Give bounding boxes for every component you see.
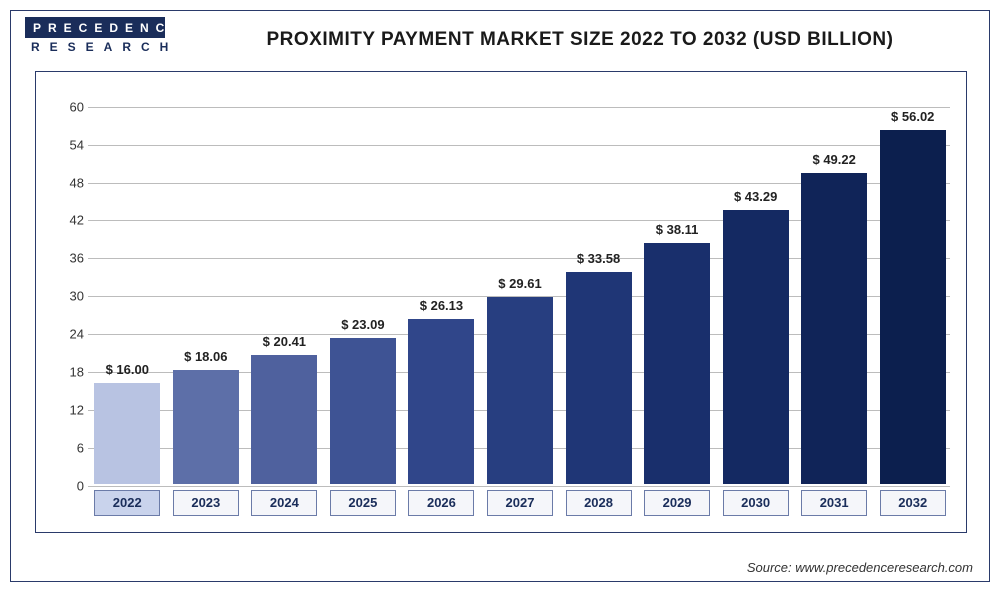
x-tick: 2029 bbox=[644, 490, 710, 516]
bar-slot: $ 33.58 bbox=[559, 94, 638, 484]
chart-frame: 0 6 12 18 24 30 36 42 48 54 60 $ 16.00 $ 18.06 $ 20.… bbox=[35, 71, 967, 533]
bar-value-label: $ 20.41 bbox=[263, 334, 306, 349]
y-tick-label: 18 bbox=[40, 365, 84, 380]
bar-value-label: $ 33.58 bbox=[577, 251, 620, 266]
x-tick: 2023 bbox=[173, 490, 239, 516]
y-tick-label: 42 bbox=[40, 213, 84, 228]
brand-logo: PRECEDENCE RESEARCH bbox=[25, 17, 165, 54]
bar-slot: $ 23.09 bbox=[324, 94, 403, 484]
y-tick-label: 54 bbox=[40, 137, 84, 152]
bar bbox=[487, 297, 553, 484]
bar-value-label: $ 16.00 bbox=[106, 362, 149, 377]
bar-value-label: $ 23.09 bbox=[341, 317, 384, 332]
bar bbox=[644, 243, 710, 484]
bar-value-label: $ 43.29 bbox=[734, 189, 777, 204]
bar bbox=[251, 355, 317, 484]
bar bbox=[566, 272, 632, 484]
bar-value-label: $ 29.61 bbox=[498, 276, 541, 291]
bar-slot: $ 56.02 bbox=[873, 94, 952, 484]
x-axis: 2022 2023 2024 2025 2026 2027 2028 2029 2030 2031… bbox=[88, 490, 950, 520]
bar bbox=[880, 130, 946, 484]
y-tick-label: 60 bbox=[40, 99, 84, 114]
bar-slot: $ 38.11 bbox=[638, 94, 717, 484]
bar bbox=[173, 370, 239, 484]
brand-logo-line2: RESEARCH bbox=[25, 38, 165, 54]
bar-slot: $ 20.41 bbox=[245, 94, 324, 484]
bar-slot: $ 49.22 bbox=[795, 94, 874, 484]
y-tick-label: 36 bbox=[40, 251, 84, 266]
x-tick: 2022 bbox=[94, 490, 160, 516]
chart-card: PRECEDENCE RESEARCH PROXIMITY PAYMENT MA… bbox=[10, 10, 990, 582]
bar-value-label: $ 49.22 bbox=[812, 152, 855, 167]
brand-logo-line1: PRECEDENCE bbox=[25, 17, 165, 38]
x-tick: 2027 bbox=[487, 490, 553, 516]
y-tick-label: 30 bbox=[40, 289, 84, 304]
x-tick: 2032 bbox=[880, 490, 946, 516]
bar-slot: $ 18.06 bbox=[167, 94, 246, 484]
bar-slot: $ 29.61 bbox=[481, 94, 560, 484]
x-tick: 2026 bbox=[408, 490, 474, 516]
bar-value-label: $ 18.06 bbox=[184, 349, 227, 364]
chart-title: PROXIMITY PAYMENT MARKET SIZE 2022 TO 20… bbox=[181, 29, 979, 51]
bar-slot: $ 16.00 bbox=[88, 94, 167, 484]
y-tick-label: 24 bbox=[40, 327, 84, 342]
source-attribution: Source: www.precedenceresearch.com bbox=[747, 560, 973, 575]
bar bbox=[330, 338, 396, 484]
x-tick: 2031 bbox=[801, 490, 867, 516]
bars-container: $ 16.00 $ 18.06 $ 20.41 $ 23.09 $ 26.13 $ 29.… bbox=[88, 94, 950, 484]
bar-value-label: $ 56.02 bbox=[891, 109, 934, 124]
y-tick-label: 12 bbox=[40, 403, 84, 418]
plot-area: $ 16.00 $ 18.06 $ 20.41 $ 23.09 $ 26.13 $ 29.… bbox=[88, 94, 950, 484]
bar-slot: $ 43.29 bbox=[716, 94, 795, 484]
bar-value-label: $ 38.11 bbox=[656, 222, 699, 237]
bar bbox=[94, 383, 160, 484]
gridline bbox=[88, 486, 950, 487]
x-tick: 2028 bbox=[566, 490, 632, 516]
bar-slot: $ 26.13 bbox=[402, 94, 481, 484]
y-tick-label: 48 bbox=[40, 175, 84, 190]
bar bbox=[408, 319, 474, 484]
x-tick: 2025 bbox=[330, 490, 396, 516]
bar-value-label: $ 26.13 bbox=[420, 298, 463, 313]
y-tick-label: 0 bbox=[40, 479, 84, 494]
y-tick-label: 6 bbox=[40, 441, 84, 456]
bar bbox=[723, 210, 789, 484]
x-tick: 2030 bbox=[723, 490, 789, 516]
x-tick: 2024 bbox=[251, 490, 317, 516]
bar bbox=[801, 173, 867, 484]
